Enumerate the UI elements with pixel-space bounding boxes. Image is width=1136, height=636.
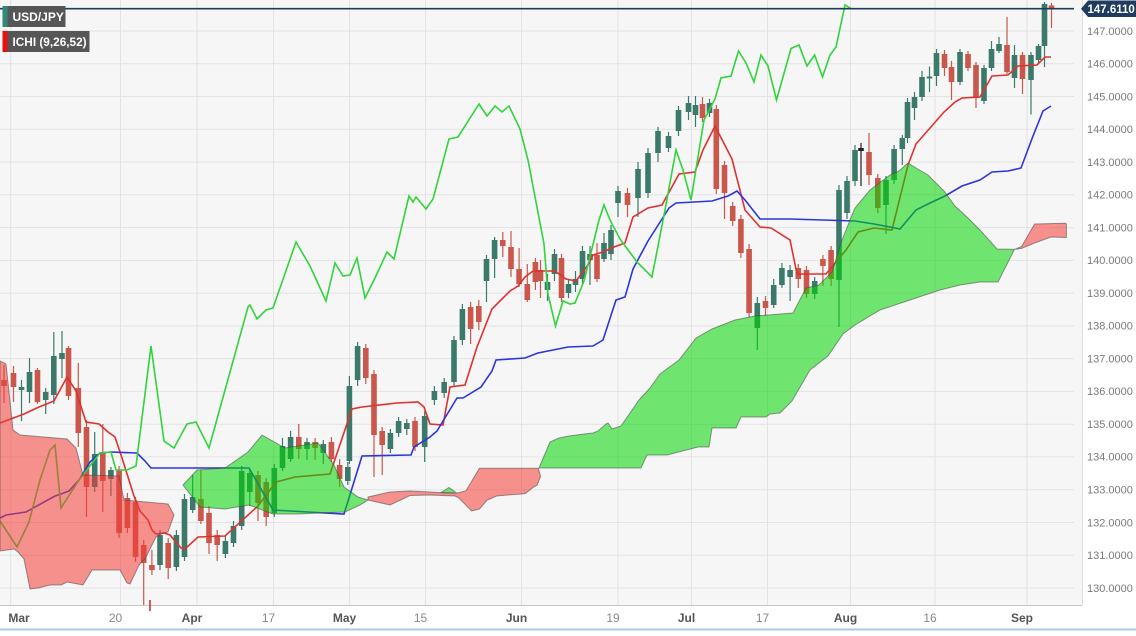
svg-text:Sep: Sep [1011, 611, 1033, 625]
svg-text:136.0000: 136.0000 [1087, 386, 1133, 398]
svg-text:20: 20 [109, 611, 123, 625]
svg-text:17: 17 [262, 611, 276, 625]
svg-text:139.0000: 139.0000 [1087, 288, 1133, 300]
svg-text:Jul: Jul [678, 611, 695, 625]
svg-text:15: 15 [414, 611, 428, 625]
svg-text:135.0000: 135.0000 [1087, 419, 1133, 431]
svg-text:19: 19 [606, 611, 620, 625]
svg-text:Mar: Mar [8, 611, 30, 625]
svg-text:USD/JPY: USD/JPY [13, 10, 64, 24]
svg-text:131.0000: 131.0000 [1087, 550, 1133, 562]
svg-text:17: 17 [756, 611, 770, 625]
svg-text:Aug: Aug [834, 611, 857, 625]
svg-text:143.0000: 143.0000 [1087, 157, 1133, 169]
svg-text:142.0000: 142.0000 [1087, 190, 1133, 202]
svg-text:May: May [333, 611, 357, 625]
svg-text:147.0000: 147.0000 [1087, 26, 1133, 38]
svg-text:132.0000: 132.0000 [1087, 517, 1133, 529]
svg-text:140.0000: 140.0000 [1087, 255, 1133, 267]
svg-text:130.0000: 130.0000 [1087, 583, 1133, 595]
svg-text:Jun: Jun [506, 611, 527, 625]
svg-text:134.0000: 134.0000 [1087, 452, 1133, 464]
svg-text:Apr: Apr [182, 611, 203, 625]
svg-text:145.0000: 145.0000 [1087, 91, 1133, 103]
svg-text:133.0000: 133.0000 [1087, 485, 1133, 497]
svg-text:147.6110: 147.6110 [1088, 4, 1135, 16]
svg-text:146.0000: 146.0000 [1087, 59, 1133, 71]
svg-text:137.0000: 137.0000 [1087, 353, 1133, 365]
svg-text:141.0000: 141.0000 [1087, 222, 1133, 234]
svg-text:138.0000: 138.0000 [1087, 321, 1133, 333]
svg-text:ICHI (9,26,52): ICHI (9,26,52) [13, 35, 87, 49]
svg-text:144.0000: 144.0000 [1087, 124, 1133, 136]
svg-text:16: 16 [923, 611, 937, 625]
